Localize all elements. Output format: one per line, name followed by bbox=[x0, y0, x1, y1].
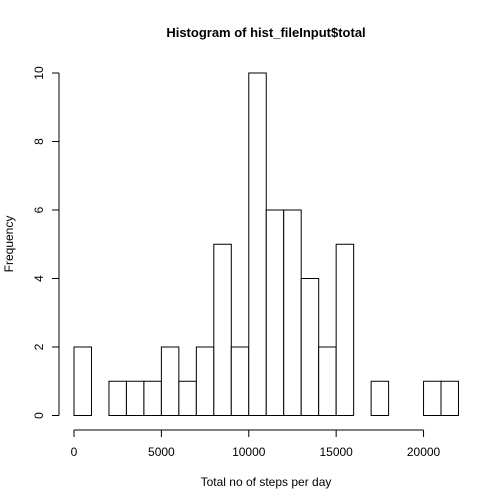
histogram-bar bbox=[160, 346, 180, 416]
histogram-bar bbox=[248, 72, 267, 416]
y-axis-label: Frequency bbox=[2, 216, 16, 273]
y-tick-label: 2 bbox=[32, 343, 46, 350]
histogram-bar bbox=[335, 243, 355, 416]
histogram-bar bbox=[440, 380, 460, 416]
histogram-bar bbox=[423, 380, 442, 416]
x-axis: 0 5000 10000 15000 20000 bbox=[71, 429, 441, 459]
bars-group bbox=[73, 72, 460, 416]
x-axis-label: Total no of steps per day bbox=[201, 475, 332, 489]
histogram-bar bbox=[283, 209, 302, 416]
histogram-bar bbox=[125, 380, 145, 416]
chart-title: Histogram of hist_fileInput$total bbox=[166, 25, 365, 40]
x-tick-label: 0 bbox=[71, 445, 78, 459]
histogram-bar bbox=[73, 346, 92, 416]
histogram-bar bbox=[195, 346, 215, 416]
y-axis: 0 2 4 6 8 10 bbox=[32, 66, 60, 419]
x-tick-label: 10000 bbox=[232, 445, 266, 459]
histogram-bar bbox=[265, 209, 285, 416]
x-tick-label: 5000 bbox=[148, 445, 175, 459]
y-tick-label: 8 bbox=[32, 138, 46, 145]
histogram-bar bbox=[230, 346, 250, 416]
histogram-bar bbox=[318, 346, 337, 416]
histogram-bar bbox=[370, 380, 390, 416]
y-tick-label: 10 bbox=[32, 66, 46, 80]
x-tick-label: 15000 bbox=[319, 445, 353, 459]
x-tick-label: 20000 bbox=[407, 445, 441, 459]
histogram-bar bbox=[108, 380, 127, 416]
y-tick-label: 4 bbox=[32, 275, 46, 282]
histogram-bar bbox=[300, 278, 320, 416]
histogram-bar bbox=[213, 243, 232, 416]
histogram-bar bbox=[178, 380, 197, 416]
y-tick-label: 0 bbox=[32, 412, 46, 419]
y-tick-label: 6 bbox=[32, 206, 46, 213]
histogram-bar bbox=[143, 380, 162, 416]
